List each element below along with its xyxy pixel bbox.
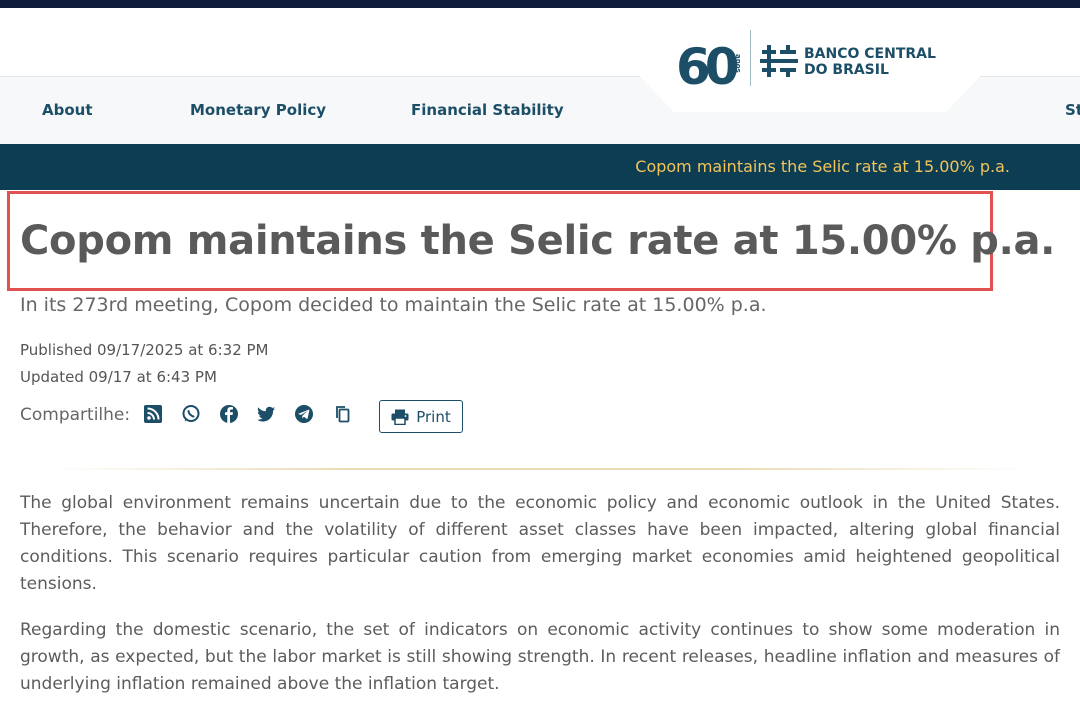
nav-item-monetary-policy[interactable]: Monetary Policy	[190, 101, 327, 119]
print-button-label: Print	[416, 407, 451, 426]
telegram-icon[interactable]	[294, 404, 314, 424]
nav-item-truncated[interactable]: St	[1065, 101, 1080, 119]
nav-item-about[interactable]: About	[42, 101, 93, 119]
article-paragraph-2: Regarding the domestic scenario, the set…	[20, 620, 1060, 694]
bcb-wordmark-line1: BANCO CENTRAL	[804, 46, 936, 62]
article-paragraph-1: The global environment remains uncertain…	[20, 493, 1060, 594]
facebook-icon[interactable]	[219, 404, 239, 424]
published-date: Published 09/17/2025 at 6:32 PM	[20, 341, 269, 359]
printer-icon	[391, 409, 409, 425]
ticker-headline-link[interactable]: Copom maintains the Selic rate at 15.00%…	[635, 157, 1010, 176]
article-subtitle: In its 273rd meeting, Copom decided to m…	[20, 294, 767, 316]
headline-highlight-box	[7, 191, 993, 291]
whatsapp-icon[interactable]	[181, 404, 201, 424]
page-title: Copom maintains the Selic rate at 15.00%…	[20, 218, 1056, 264]
section-divider	[50, 468, 1030, 470]
logo-area	[640, 8, 980, 112]
bcb-emblem-icon	[760, 45, 798, 77]
nav-item-financial-stability[interactable]: Financial Stability	[411, 101, 564, 119]
anniversary-60-logo[interactable]: 60 anos	[676, 32, 746, 90]
anniversary-word: anos	[734, 54, 742, 73]
logo-divider	[750, 30, 751, 86]
news-ticker	[0, 144, 1080, 190]
rss-icon[interactable]	[143, 404, 163, 424]
twitter-icon[interactable]	[256, 404, 276, 424]
print-button[interactable]: Print	[379, 400, 463, 433]
bcb-wordmark[interactable]: BANCO CENTRAL DO BRASIL	[804, 46, 936, 78]
share-label: Compartilhe:	[20, 405, 131, 425]
anniversary-number: 60	[676, 38, 738, 90]
bcb-wordmark-line2: DO BRASIL	[804, 62, 889, 78]
top-bar	[0, 0, 1080, 8]
copy-icon[interactable]	[333, 404, 353, 424]
updated-date: Updated 09/17 at 6:43 PM	[20, 368, 217, 386]
